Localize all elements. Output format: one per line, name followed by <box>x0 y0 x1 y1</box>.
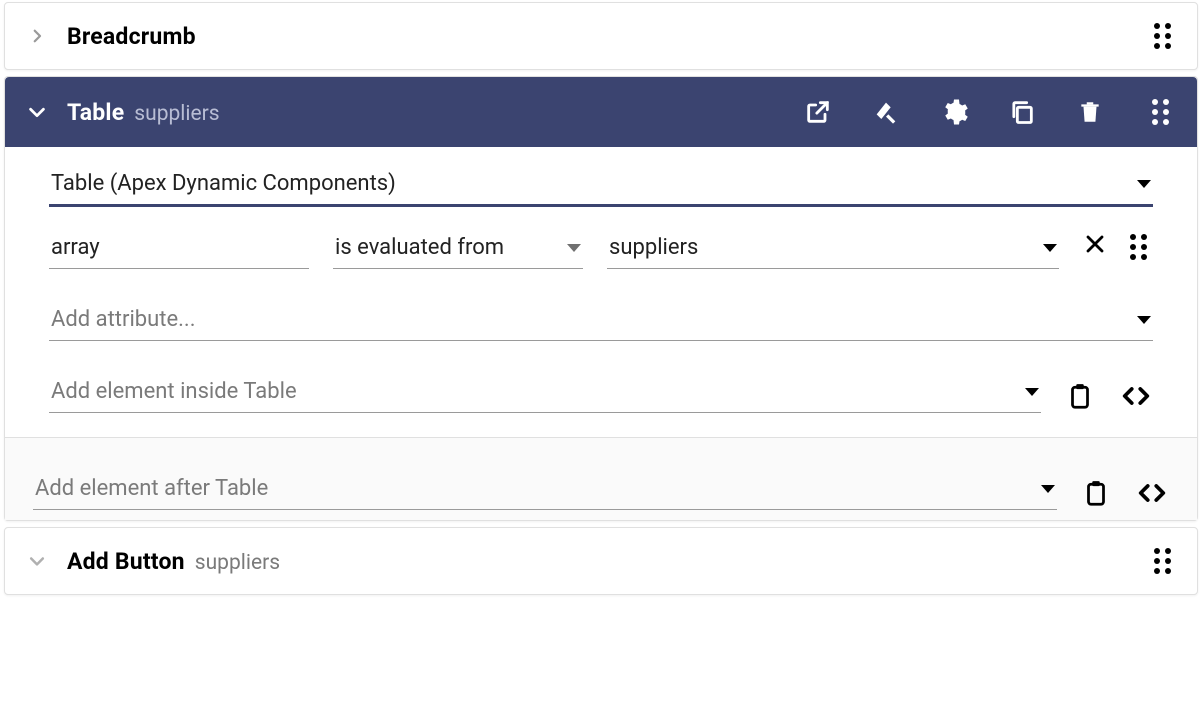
add-attribute-row: Add attribute... <box>49 297 1153 341</box>
chevron-down-icon <box>567 244 581 252</box>
table-title: Table <box>67 99 124 126</box>
attribute-row: array is evaluated from suppliers <box>49 225 1153 269</box>
add-button-panel: Add Button suppliers <box>4 527 1198 595</box>
add-button-subtitle: suppliers <box>195 551 280 575</box>
attribute-name-input[interactable]: array <box>49 225 309 269</box>
chevron-down-icon <box>1137 316 1151 324</box>
chevron-down-icon <box>1043 244 1057 252</box>
drag-handle-icon[interactable] <box>1143 95 1177 129</box>
attribute-value-select[interactable]: suppliers <box>607 225 1059 269</box>
code-icon[interactable] <box>1135 476 1169 510</box>
drag-handle-icon[interactable] <box>1147 546 1177 576</box>
add-element-inside-row: Add element inside Table <box>49 369 1153 413</box>
chevron-down-icon <box>1137 180 1151 188</box>
copy-icon[interactable] <box>1005 95 1039 129</box>
drag-handle-icon[interactable] <box>1123 232 1153 262</box>
add-button-title-group: Add Button suppliers <box>67 548 280 575</box>
add-button-header[interactable]: Add Button suppliers <box>5 528 1197 594</box>
code-icon[interactable] <box>1119 379 1153 413</box>
add-element-inside-input[interactable]: Add element inside Table <box>49 369 1041 413</box>
table-panel: Table suppliers <box>4 76 1198 521</box>
clipboard-icon[interactable] <box>1063 379 1097 413</box>
add-button-title: Add Button <box>67 548 185 575</box>
component-label: Table (Apex Dynamic Components) <box>51 171 396 196</box>
style-icon[interactable] <box>869 95 903 129</box>
open-in-new-icon[interactable] <box>801 95 835 129</box>
drag-handle-icon[interactable] <box>1147 21 1177 51</box>
chevron-down-icon <box>1025 388 1039 396</box>
breadcrumb-header[interactable]: Breadcrumb <box>5 3 1197 69</box>
component-select[interactable]: Table (Apex Dynamic Components) <box>49 161 1153 207</box>
table-body: Table (Apex Dynamic Components) array is… <box>5 147 1197 437</box>
table-subtitle: suppliers <box>134 102 219 126</box>
clipboard-icon[interactable] <box>1079 476 1113 510</box>
add-attribute-placeholder: Add attribute... <box>51 307 196 332</box>
attribute-operator-value: is evaluated from <box>335 235 504 260</box>
gear-icon[interactable] <box>937 95 971 129</box>
add-element-after-placeholder: Add element after Table <box>35 476 268 501</box>
table-header[interactable]: Table suppliers <box>5 77 1197 147</box>
remove-attribute-icon[interactable] <box>1083 230 1107 263</box>
breadcrumb-title: Breadcrumb <box>67 23 196 50</box>
attribute-value-text: suppliers <box>609 235 698 260</box>
trash-icon[interactable] <box>1073 95 1107 129</box>
attribute-name-value: array <box>51 235 100 260</box>
chevron-down-icon[interactable] <box>25 549 49 573</box>
add-element-after-row: Add element after Table <box>5 437 1197 520</box>
add-element-after-input[interactable]: Add element after Table <box>33 466 1057 510</box>
chevron-right-icon[interactable] <box>25 24 49 48</box>
attribute-operator-select[interactable]: is evaluated from <box>333 225 583 269</box>
add-attribute-input[interactable]: Add attribute... <box>49 297 1153 341</box>
breadcrumb-panel: Breadcrumb <box>4 2 1198 70</box>
add-element-inside-placeholder: Add element inside Table <box>51 379 297 404</box>
chevron-down-icon[interactable] <box>25 100 49 124</box>
table-title-group: Table suppliers <box>67 99 220 126</box>
chevron-down-icon <box>1041 485 1055 493</box>
